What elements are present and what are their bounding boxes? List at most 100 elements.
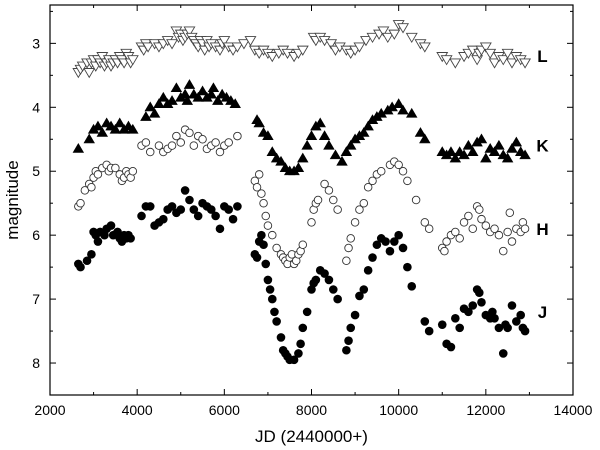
data-point-L: [183, 26, 196, 37]
data-point-J: [512, 317, 521, 326]
data-point-J: [215, 224, 225, 234]
data-point-H: [154, 141, 164, 150]
data-point-J: [180, 186, 190, 195]
data-point-J: [137, 211, 146, 221]
data-point-J: [82, 256, 92, 266]
data-point-H: [329, 195, 338, 205]
data-point-H: [490, 224, 499, 234]
data-point-H: [424, 224, 434, 234]
data-point-K: [506, 143, 518, 153]
data-point-L: [231, 42, 244, 53]
axes: 2000 4000 6000 8000 10000 12000 14000 3 4 5 6 7 8: [32, 4, 593, 418]
data-point-J: [185, 195, 194, 205]
data-point-K: [449, 152, 462, 163]
x-tick-label: 6000: [209, 402, 240, 418]
data-point-K: [340, 146, 353, 156]
data-point-H: [475, 205, 484, 214]
data-point-H: [263, 221, 273, 230]
data-point-J: [265, 285, 275, 294]
data-point-H: [145, 147, 155, 157]
data-point-H: [76, 198, 85, 208]
data-point-L: [497, 55, 510, 66]
data-point-K: [83, 133, 95, 144]
data-point-J: [468, 301, 478, 310]
data-point-K: [196, 85, 209, 96]
data-point-H: [257, 189, 266, 198]
data-point-K: [157, 91, 170, 102]
data-point-J: [407, 282, 417, 291]
data-point-H: [176, 138, 185, 147]
data-point-K: [253, 117, 265, 128]
data-point-K: [170, 82, 183, 93]
data-point-H: [215, 147, 225, 157]
band-label-K: K: [536, 137, 549, 156]
series-layer: [72, 20, 532, 365]
data-point-J: [302, 307, 312, 317]
data-point-H: [198, 135, 207, 144]
data-point-J: [211, 211, 220, 221]
data-point-J: [296, 339, 305, 349]
data-point-H: [254, 170, 264, 179]
data-point-J: [126, 234, 135, 243]
data-point-K: [212, 95, 224, 105]
y-tick-label: 6: [32, 227, 40, 243]
data-point-K: [475, 133, 488, 144]
data-point-L: [366, 32, 379, 44]
data-point-J: [516, 310, 525, 320]
data-point-H: [459, 218, 469, 227]
y-tick-label: 8: [32, 355, 40, 371]
data-point-H: [111, 163, 120, 173]
data-point-K: [144, 101, 156, 112]
data-point-J: [344, 336, 353, 345]
data-point-J: [298, 323, 308, 333]
data-point-K: [406, 107, 418, 118]
data-point-L: [418, 42, 431, 53]
data-point-L: [359, 36, 372, 47]
data-point-H: [307, 218, 316, 227]
data-point-L: [519, 58, 532, 69]
data-point-K: [297, 152, 309, 163]
data-point-K: [292, 162, 305, 172]
data-point-H: [520, 224, 530, 234]
data-point-H: [211, 138, 220, 147]
data-point-J: [93, 237, 103, 246]
data-point-K: [501, 152, 514, 163]
data-point-H: [420, 218, 430, 227]
data-point-K: [345, 139, 357, 150]
data-point-J: [328, 285, 338, 294]
data-point-K: [458, 149, 470, 160]
data-point-K: [96, 127, 109, 137]
data-point-J: [294, 349, 303, 358]
band-label-J: J: [538, 303, 547, 322]
data-point-H: [128, 166, 138, 176]
data-point-L: [83, 68, 96, 79]
data-point-H: [261, 211, 270, 221]
data-point-L: [244, 36, 257, 47]
data-point-J: [403, 262, 412, 272]
data-point-J: [270, 307, 279, 317]
data-point-J: [451, 313, 460, 323]
data-point-H: [350, 218, 360, 227]
data-point-H: [233, 131, 242, 141]
data-point-K: [488, 146, 501, 156]
data-point-H: [320, 179, 329, 189]
data-point-J: [372, 240, 382, 250]
data-point-L: [388, 29, 401, 40]
data-point-H: [313, 195, 323, 205]
data-point-J: [272, 317, 281, 326]
data-point-H: [224, 138, 233, 147]
data-point-J: [503, 323, 512, 333]
data-point-H: [477, 214, 486, 224]
series-H: [74, 125, 530, 269]
data-point-K: [510, 136, 523, 147]
data-point-H: [344, 243, 353, 253]
data-point-J: [420, 317, 430, 326]
data-point-K: [329, 149, 342, 160]
data-point-J: [176, 205, 186, 214]
data-point-K: [166, 95, 178, 105]
x-tick-label: 12000: [466, 402, 505, 418]
data-point-J: [368, 253, 377, 262]
data-point-K: [262, 130, 274, 141]
data-point-H: [333, 205, 342, 214]
data-point-L: [266, 52, 279, 63]
